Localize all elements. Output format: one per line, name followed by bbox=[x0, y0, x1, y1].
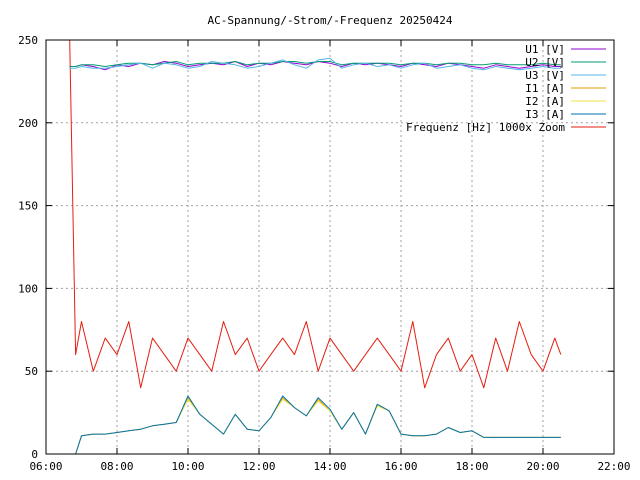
series-line-5 bbox=[69, 398, 561, 455]
y-tick-label: 50 bbox=[25, 365, 38, 378]
legend-entry-label: I2 [A] bbox=[525, 95, 565, 108]
legend-entry-label: U3 [V] bbox=[525, 69, 565, 82]
legend-entry-label: Frequenz [Hz] 1000x Zoom bbox=[406, 121, 565, 134]
legend: U1 [V]U2 [V]U3 [V]I1 [A]I2 [A]I3 [A]Freq… bbox=[406, 43, 606, 134]
series-layer bbox=[69, 39, 562, 455]
x-tick-label: 20:00 bbox=[526, 460, 559, 473]
y-tick-label: 100 bbox=[18, 282, 38, 295]
x-tick-label: 16:00 bbox=[384, 460, 417, 473]
y-tick-label: 200 bbox=[18, 117, 38, 130]
legend-entry-label: U2 [V] bbox=[525, 56, 565, 69]
x-tick-label: 18:00 bbox=[455, 460, 488, 473]
legend-entry-label: U1 [V] bbox=[525, 43, 565, 56]
chart-title: AC-Spannung/-Strom/-Frequenz 20250424 bbox=[207, 14, 452, 27]
x-tick-label: 10:00 bbox=[171, 460, 204, 473]
x-tick-label: 12:00 bbox=[242, 460, 275, 473]
series-line-4 bbox=[69, 397, 561, 455]
x-tick-label: 06:00 bbox=[29, 460, 62, 473]
series-line-6 bbox=[69, 395, 561, 455]
x-tick-label: 14:00 bbox=[313, 460, 346, 473]
series-line-3 bbox=[69, 57, 561, 71]
y-tick-label: 150 bbox=[18, 200, 38, 213]
legend-entry-label: I3 [A] bbox=[525, 108, 565, 121]
series-line-7 bbox=[69, 39, 562, 389]
grid-layer bbox=[46, 40, 614, 454]
legend-entry-label: I1 [A] bbox=[525, 82, 565, 95]
series-line-2 bbox=[69, 61, 561, 67]
x-tick-label: 22:00 bbox=[597, 460, 630, 473]
y-tick-label: 250 bbox=[18, 34, 38, 47]
x-tick-label: 08:00 bbox=[100, 460, 133, 473]
tick-layer: 06:00 08:00 10:00 12:00 14:00 16:00 18:00 20:00… bbox=[18, 34, 630, 473]
y-tick-label: 0 bbox=[31, 448, 38, 461]
